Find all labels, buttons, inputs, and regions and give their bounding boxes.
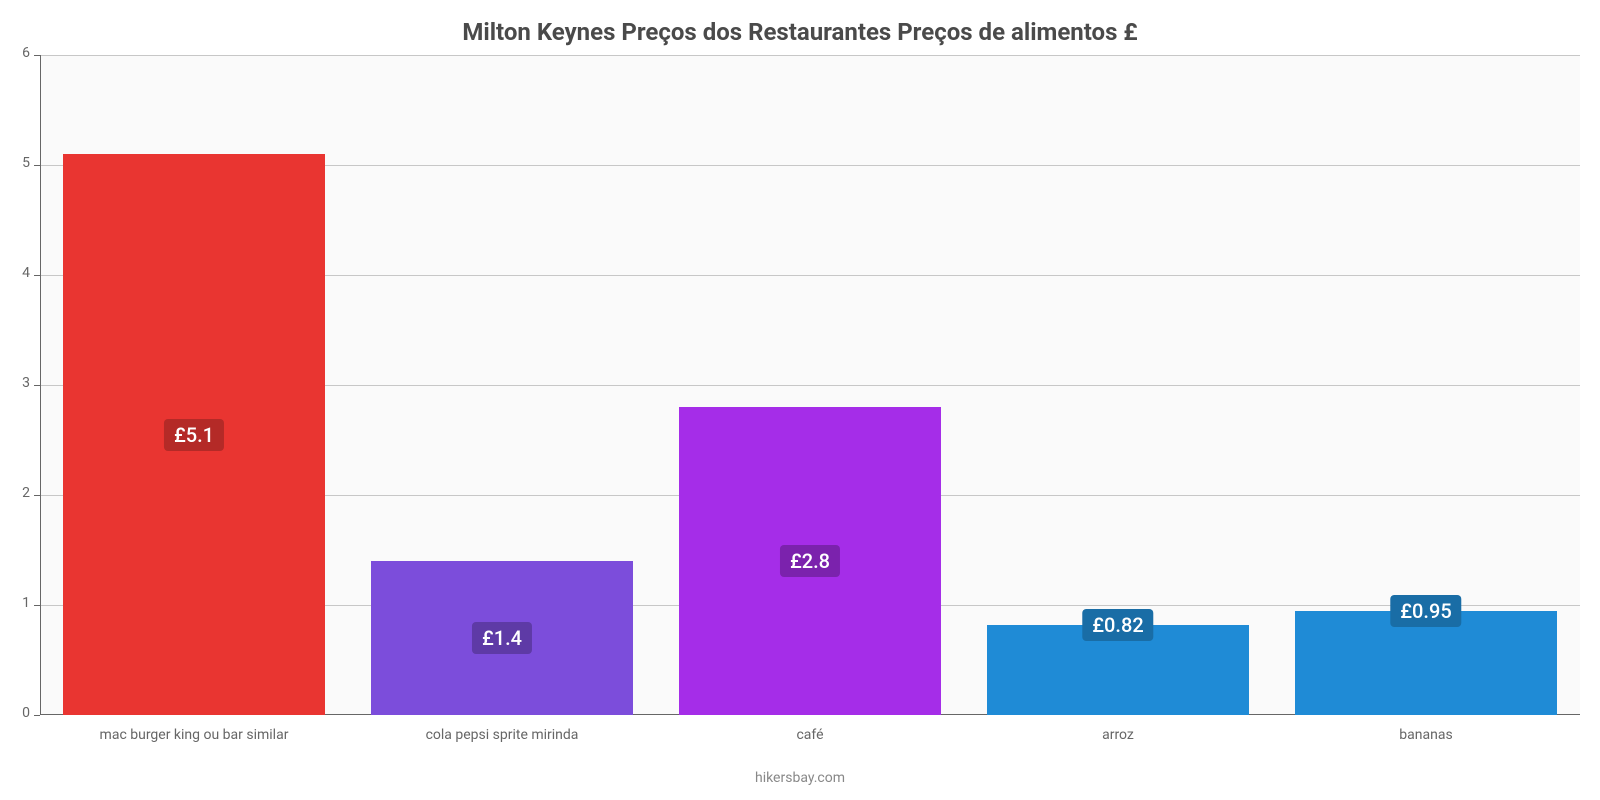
y-tick-label: 5 xyxy=(22,155,40,171)
chart-title: Milton Keynes Preços dos Restaurantes Pr… xyxy=(0,18,1600,46)
y-tick-label: 0 xyxy=(22,705,40,721)
bar-value-label: £0.82 xyxy=(1082,609,1153,641)
x-axis-label: arroz xyxy=(964,715,1272,743)
bar-slot: £1.4cola pepsi sprite mirinda xyxy=(348,55,656,715)
bar: £0.95 xyxy=(1295,611,1557,716)
y-tick-label: 6 xyxy=(22,45,40,61)
plot-area: 0123456 £5.1mac burger king ou bar simil… xyxy=(40,55,1580,715)
bars-container: £5.1mac burger king ou bar similar£1.4co… xyxy=(40,55,1580,715)
bar-slot: £0.82arroz xyxy=(964,55,1272,715)
bar: £5.1 xyxy=(63,154,325,715)
y-tick-label: 3 xyxy=(22,375,40,391)
y-tick-label: 4 xyxy=(22,265,40,281)
bar-value-label: £1.4 xyxy=(472,622,532,654)
price-bar-chart: Milton Keynes Preços dos Restaurantes Pr… xyxy=(0,0,1600,800)
bar-value-label: £0.95 xyxy=(1390,595,1461,627)
y-tick-label: 2 xyxy=(22,485,40,501)
attribution-text: hikersbay.com xyxy=(0,770,1600,786)
bar: £2.8 xyxy=(679,407,941,715)
bar-slot: £2.8café xyxy=(656,55,964,715)
x-axis-label: bananas xyxy=(1272,715,1580,743)
x-axis-label: café xyxy=(656,715,964,743)
x-axis-label: mac burger king ou bar similar xyxy=(40,715,348,743)
bar-slot: £0.95bananas xyxy=(1272,55,1580,715)
bar: £0.82 xyxy=(987,625,1249,715)
bar: £1.4 xyxy=(371,561,633,715)
bar-value-label: £2.8 xyxy=(780,545,840,577)
y-tick-label: 1 xyxy=(22,595,40,611)
bar-value-label: £5.1 xyxy=(164,419,224,451)
bar-slot: £5.1mac burger king ou bar similar xyxy=(40,55,348,715)
x-axis-label: cola pepsi sprite mirinda xyxy=(348,715,656,743)
